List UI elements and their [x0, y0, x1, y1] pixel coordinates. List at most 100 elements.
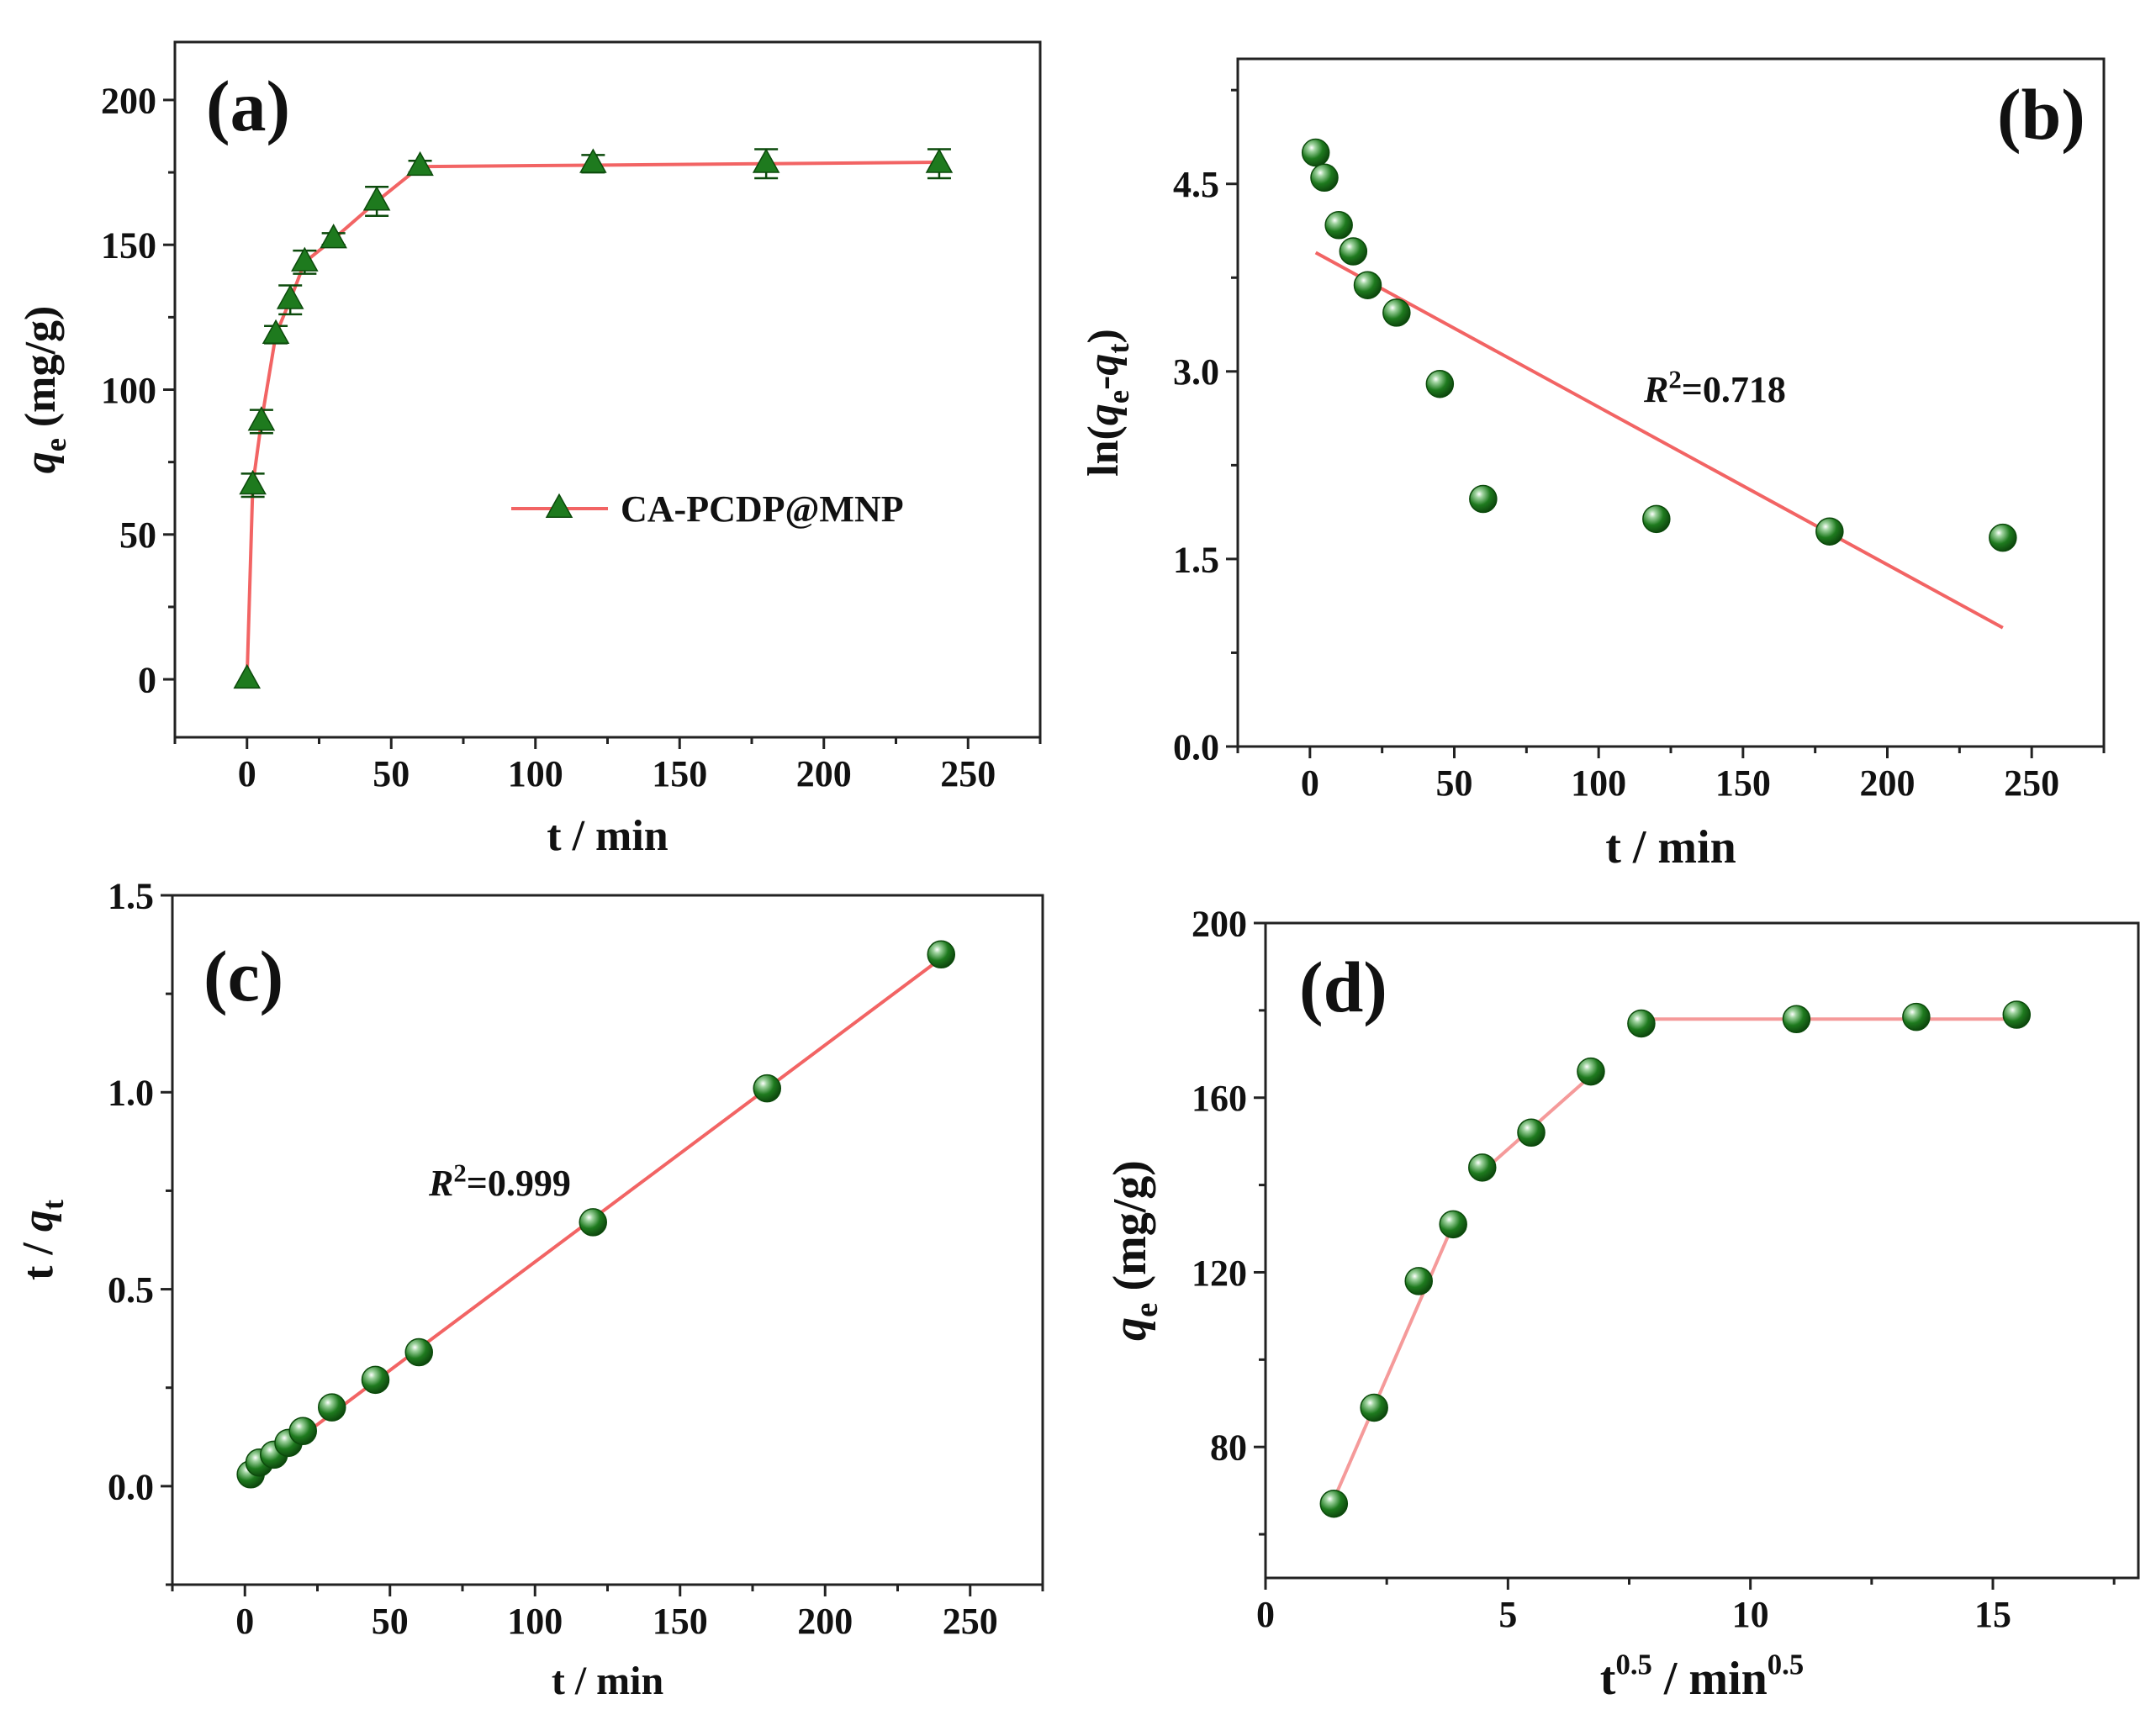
annotation-variable: R — [428, 1163, 453, 1204]
x-tick-label: 250 — [943, 1601, 998, 1642]
y-tick-label: 80 — [1210, 1427, 1247, 1469]
plot-frame — [173, 40, 1042, 739]
y-tick-label: 1.5 — [108, 875, 154, 916]
ylabel-prefix: ln( — [1080, 425, 1128, 477]
plot-frame — [171, 894, 1044, 1586]
xlabel-unit: / min — [1652, 1653, 1768, 1705]
x-tick-label: 100 — [1571, 762, 1626, 804]
data-point — [752, 148, 780, 173]
panel-label: (b) — [1997, 75, 2085, 155]
x-tick-label: 0 — [1301, 762, 1319, 804]
panel-label: (c) — [203, 937, 283, 1016]
y-tick-label: 0 — [138, 659, 156, 700]
data-point — [291, 246, 319, 272]
legend-marker — [545, 493, 573, 519]
x-axis-label: t / min — [552, 1659, 663, 1703]
ylabel-variable-2: q — [1080, 354, 1128, 376]
data-point — [1815, 517, 1844, 546]
ylabel-unit: (mg/g) — [17, 306, 65, 438]
x-tick-label: 200 — [797, 1601, 853, 1642]
x-tick-label: 0 — [1256, 1594, 1275, 1635]
data-point — [1989, 523, 2017, 552]
data-point — [1310, 163, 1339, 193]
data-point — [320, 224, 347, 249]
y-tick-label: 0.5 — [108, 1269, 154, 1311]
panel-label: (a) — [206, 66, 290, 146]
y-tick-label: 3.0 — [1173, 351, 1219, 393]
panel-label: (d) — [1299, 947, 1387, 1027]
series-line — [245, 161, 939, 680]
y-axis-label: qe (mg/g) — [1104, 1160, 1165, 1341]
y-tick-label: 200 — [1192, 903, 1247, 944]
x-tick-label: 100 — [508, 753, 563, 794]
annotation-value: =0.718 — [1682, 369, 1786, 410]
x-tick-label: 150 — [652, 753, 707, 794]
data-point — [1439, 1210, 1467, 1239]
x-tick-label: 15 — [1974, 1594, 2011, 1635]
data-point — [362, 186, 391, 211]
data-point — [288, 1417, 317, 1446]
r-squared-annotation: R2=0.999 — [428, 1158, 571, 1204]
data-point — [404, 1337, 433, 1367]
data-point — [262, 319, 290, 345]
data-point — [1425, 369, 1455, 398]
data-point — [318, 1393, 346, 1422]
x-tick-label: 150 — [653, 1601, 708, 1642]
x-tick-label: 50 — [1436, 762, 1473, 804]
y-axis-label: t / qt — [14, 1200, 70, 1280]
x-tick-label: 50 — [372, 1601, 409, 1642]
data-point — [361, 1365, 390, 1395]
ylabel-variable: q — [1104, 1317, 1156, 1341]
ylabel-subscript: e — [39, 438, 72, 451]
y-tick-label: 200 — [101, 80, 156, 121]
data-point — [1902, 1002, 1931, 1031]
data-point — [2002, 1000, 2032, 1029]
xlabel-base: t — [1600, 1653, 1616, 1705]
x-tick-label: 50 — [373, 753, 410, 794]
x-tick-label: 0 — [235, 1601, 254, 1642]
legend-label: CA-PCDP@MNP — [621, 488, 904, 530]
data-point — [925, 148, 954, 173]
data-point — [1382, 298, 1411, 327]
xlabel-unit-superscript: 0.5 — [1768, 1648, 1804, 1680]
annotation-superscript: 2 — [453, 1158, 466, 1187]
plot-frame — [1236, 57, 2106, 748]
fit-segment — [1332, 1223, 1456, 1501]
y-tick-label: 0.0 — [108, 1466, 154, 1507]
y-tick-label: 1.0 — [108, 1073, 154, 1114]
data-point — [1468, 1153, 1497, 1182]
ylabel-subscript: e — [1128, 1303, 1165, 1317]
x-tick-label: 200 — [1860, 762, 1916, 804]
data-point — [1360, 1393, 1388, 1422]
data-point — [1577, 1057, 1605, 1086]
x-axis-label: t0.5 / min0.5 — [1600, 1648, 1804, 1705]
y-tick-label: 160 — [1192, 1078, 1247, 1119]
x-tick-label: 100 — [507, 1601, 563, 1642]
data-point — [1627, 1009, 1656, 1038]
data-point — [1339, 237, 1368, 266]
data-point — [579, 148, 607, 173]
y-tick-label: 120 — [1192, 1253, 1247, 1294]
ylabel-subscript: e — [1102, 390, 1135, 404]
x-tick-label: 150 — [1715, 762, 1771, 804]
y-tick-label: 50 — [119, 514, 156, 556]
fit-line — [1314, 251, 2004, 630]
plot-frame — [1264, 921, 2140, 1580]
data-point — [1469, 484, 1498, 514]
ylabel-suffix: ) — [1080, 329, 1128, 343]
ylabel-subscript-2: t — [1102, 344, 1135, 354]
x-tick-label: 250 — [2004, 762, 2059, 804]
y-tick-label: 4.5 — [1173, 164, 1219, 205]
y-tick-label: 1.5 — [1173, 539, 1219, 580]
x-tick-label: 250 — [940, 753, 996, 794]
x-tick-label: 0 — [238, 753, 256, 794]
data-point — [276, 284, 304, 309]
ylabel-variable: q — [17, 451, 65, 473]
y-tick-label: 150 — [101, 225, 156, 266]
data-point — [927, 940, 955, 969]
data-point — [1404, 1267, 1433, 1295]
xlabel-superscript: 0.5 — [1615, 1648, 1651, 1680]
data-point — [1517, 1118, 1546, 1148]
